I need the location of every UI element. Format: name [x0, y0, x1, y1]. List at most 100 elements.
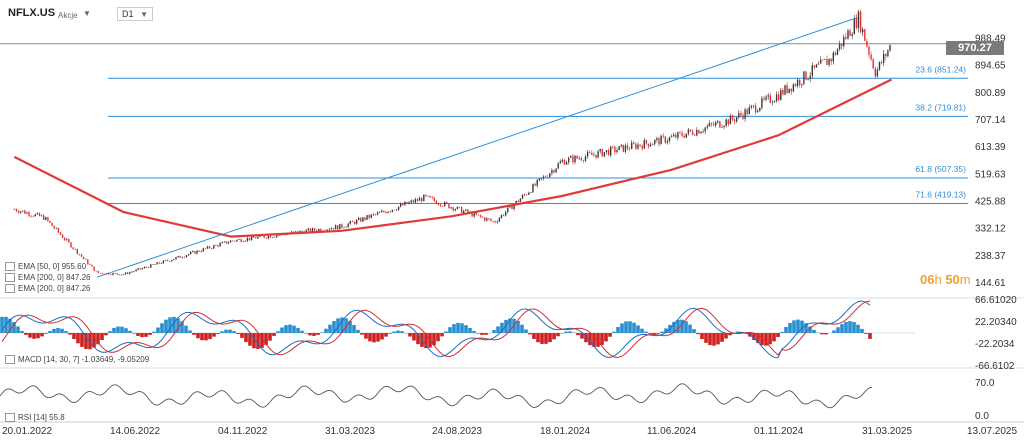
macd-histogram-bar — [92, 333, 96, 348]
macd-histogram-bar — [784, 327, 788, 333]
candle-body — [645, 140, 648, 144]
macd-histogram-bar — [596, 333, 600, 347]
candle-body — [817, 63, 820, 65]
macd-histogram-bar — [352, 325, 356, 333]
candle-body — [192, 251, 194, 253]
macd-histogram-bar — [840, 324, 844, 333]
rsi-panel: 70.0 0.0 — [0, 378, 995, 422]
legend-ema200-a[interactable]: EMA [200, 0] 847.26 — [5, 273, 91, 283]
macd-histogram-bar — [580, 333, 584, 339]
candle-body — [357, 218, 360, 220]
macd-histogram-bar — [716, 333, 720, 345]
candle-body — [362, 217, 364, 222]
candle-body — [318, 228, 320, 232]
macd-histogram-bar — [76, 333, 80, 344]
instrument-type-label: Akcje — [58, 11, 78, 20]
macd-histogram-bar — [236, 333, 240, 334]
macd-histogram-bar — [724, 333, 728, 339]
date-tick-label: 18.01.2024 — [540, 426, 590, 437]
candle-body — [593, 154, 595, 156]
legend-rsi[interactable]: RSI [14] 55.8 — [5, 413, 65, 423]
macd-histogram-bar — [220, 331, 224, 333]
candle-body — [200, 251, 202, 253]
candle-body — [393, 209, 396, 211]
timeframe-select[interactable]: D1 ▼ — [117, 7, 153, 21]
symbol-dropdown-icon[interactable]: ▼ — [83, 9, 91, 18]
candle-body — [735, 117, 738, 122]
candle-body — [597, 151, 599, 158]
candle-body — [225, 241, 228, 244]
macd-histogram-bar — [192, 333, 196, 335]
legend-macd[interactable]: MACD [14, 30, 7] -1.03649, -9.05209 — [5, 355, 149, 365]
candle-body — [129, 272, 131, 274]
candle-body — [45, 217, 47, 220]
settings-icon — [5, 262, 15, 272]
legend-ema50[interactable]: EMA [50, 0] 955.60 — [5, 262, 86, 272]
candle-body — [864, 29, 866, 41]
macd-histogram-bar — [196, 333, 200, 339]
candle-body — [647, 143, 650, 147]
candle-body — [21, 210, 24, 212]
macd-histogram-bar — [136, 333, 140, 336]
candle-body — [265, 237, 267, 239]
candle-body — [553, 170, 555, 173]
macd-histogram-bar — [28, 333, 32, 338]
macd-histogram-bar — [492, 330, 496, 333]
candle-body — [250, 236, 253, 240]
candle-body — [301, 230, 303, 232]
candle-body — [857, 11, 860, 29]
candle-body — [347, 223, 349, 227]
candle-body — [89, 264, 91, 265]
candle-body — [345, 226, 347, 228]
macd-histogram-bar — [364, 333, 368, 339]
legend-ema200-b[interactable]: EMA [200, 0] 847.26 — [5, 284, 91, 294]
candle-body — [372, 214, 375, 215]
candle-body — [546, 177, 549, 178]
macd-histogram-bar — [592, 333, 596, 347]
macd-histogram-bar — [348, 320, 352, 333]
candle-body — [729, 115, 732, 125]
macd-histogram-bar — [380, 333, 384, 340]
macd-histogram-bar — [56, 328, 60, 333]
candle-body — [416, 199, 419, 201]
candle-body — [162, 260, 165, 264]
macd-histogram-bar — [452, 324, 456, 333]
candle-body — [740, 113, 742, 116]
candle-body — [30, 215, 32, 217]
candle-body — [55, 228, 57, 229]
macd-histogram-bar — [392, 331, 396, 333]
candle-body — [82, 256, 85, 259]
macd-histogram-bar — [0, 316, 4, 333]
macd-histogram-bar — [476, 333, 480, 334]
last-price-badge: 970.27 — [946, 41, 1004, 55]
trend-line — [96, 16, 859, 278]
macd-histogram-bar — [628, 321, 632, 333]
macd-histogram-bar — [256, 333, 260, 349]
macd-histogram-bar — [60, 328, 64, 333]
candle-body — [59, 232, 62, 235]
date-tick-label: 01.11.2024 — [754, 426, 804, 437]
candle-body — [672, 134, 675, 137]
macd-histogram-bar — [448, 327, 452, 333]
macd-histogram-bar — [384, 333, 388, 337]
candle-body — [460, 207, 463, 213]
candle-body — [670, 136, 673, 138]
candle-body — [68, 239, 70, 243]
candle-body — [609, 146, 612, 156]
candle-body — [269, 235, 272, 238]
candle-body — [412, 200, 414, 203]
candle-body — [229, 240, 232, 243]
candle-body — [843, 36, 845, 47]
symbol-label[interactable]: NFLX.US — [8, 7, 56, 19]
macd-histogram-bar — [240, 333, 244, 338]
candle-body — [853, 18, 855, 35]
candle-body — [780, 90, 782, 101]
price-tick-label: 332.12 — [975, 224, 1006, 235]
candle-body — [84, 258, 87, 260]
candle-body — [215, 245, 217, 246]
candle-body — [658, 138, 660, 145]
macd-histogram-bar — [124, 328, 128, 333]
macd-histogram-bar — [772, 333, 776, 342]
candle-body — [40, 215, 43, 217]
